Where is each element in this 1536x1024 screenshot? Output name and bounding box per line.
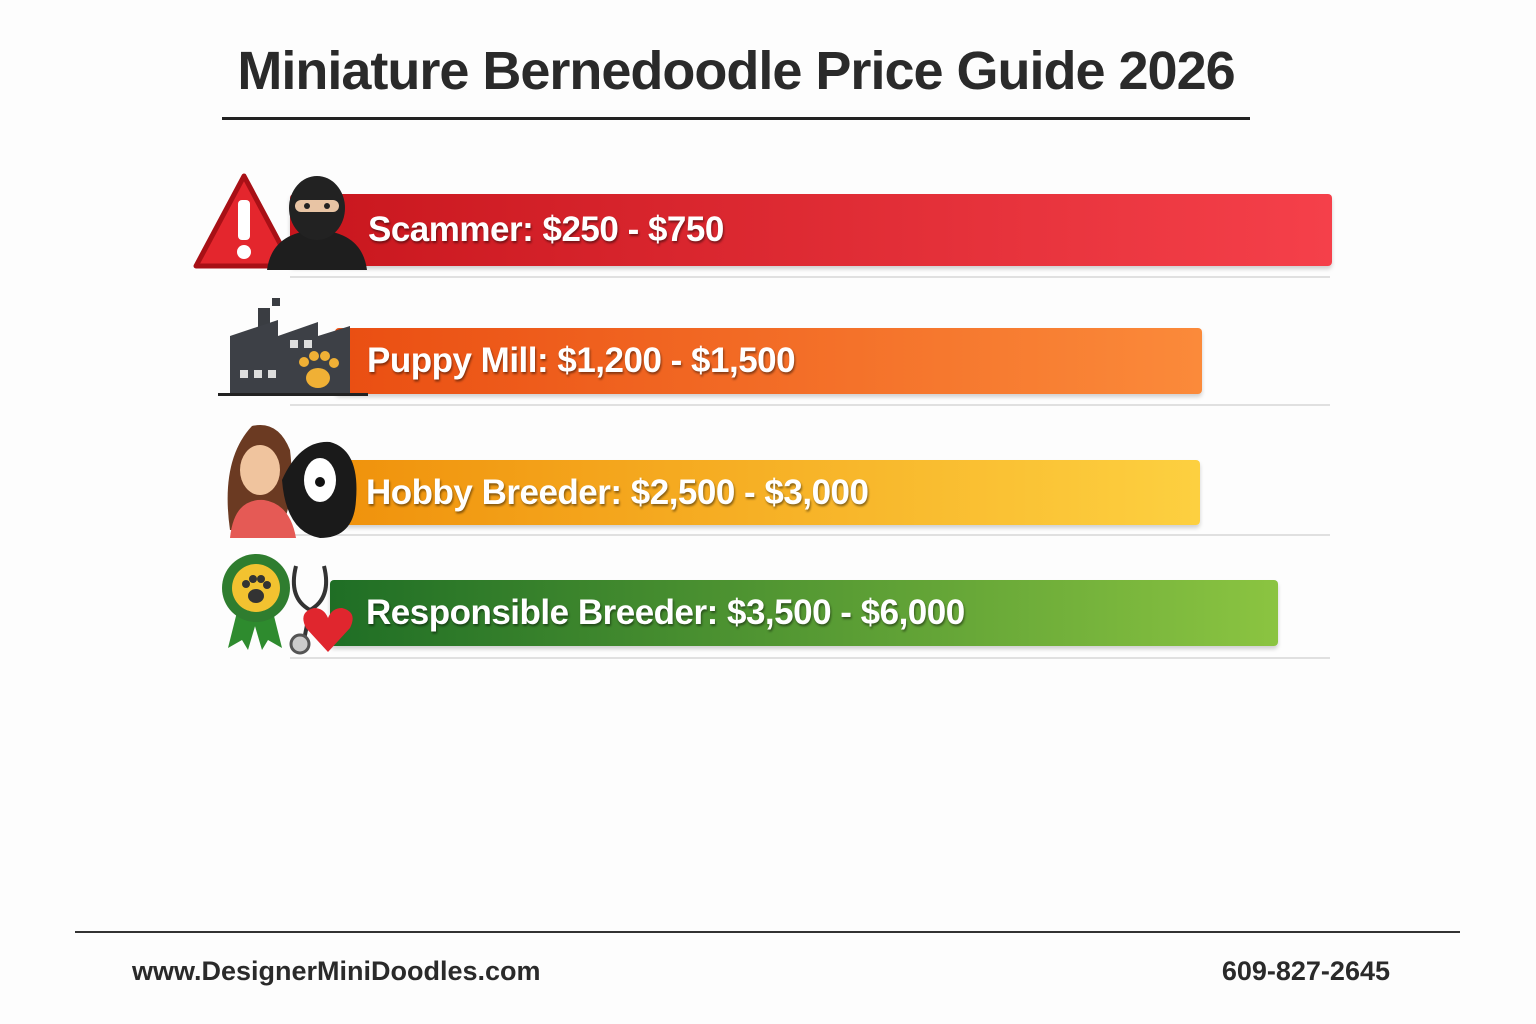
website: www.DesignerMiniDoodles.com xyxy=(132,956,541,986)
footer-rule xyxy=(75,931,1460,933)
tier-label: Hobby Breeder: $2,500 - $3,000 xyxy=(366,472,869,512)
scammer-icon xyxy=(193,173,367,270)
tier-label: Puppy Mill: $1,200 - $1,500 xyxy=(367,341,796,380)
divider xyxy=(290,404,1330,406)
title-rule xyxy=(222,117,1250,120)
tier-label: Responsible Breeder: $3,500 - $6,000 xyxy=(366,593,965,632)
tier-bar: Responsible Breeder: $3,500 - $6,000 xyxy=(330,580,1278,646)
divider xyxy=(290,657,1330,659)
factory-icon xyxy=(218,298,368,396)
award-icon xyxy=(222,554,353,655)
divider xyxy=(290,534,1330,536)
tier-bar: Hobby Breeder: $2,500 - $3,000 xyxy=(340,460,1200,525)
tier-bar: Puppy Mill: $1,200 - $1,500 xyxy=(335,328,1202,394)
breeder-icon xyxy=(227,425,357,538)
tier-label: Scammer: $250 - $750 xyxy=(368,210,724,249)
divider xyxy=(290,276,1330,278)
title: Miniature Bernedoodle Price Guide 2026 xyxy=(237,41,1235,101)
phone: 609-827-2645 xyxy=(1221,956,1390,986)
tier-bar: Scammer: $250 - $750 xyxy=(290,194,1332,266)
